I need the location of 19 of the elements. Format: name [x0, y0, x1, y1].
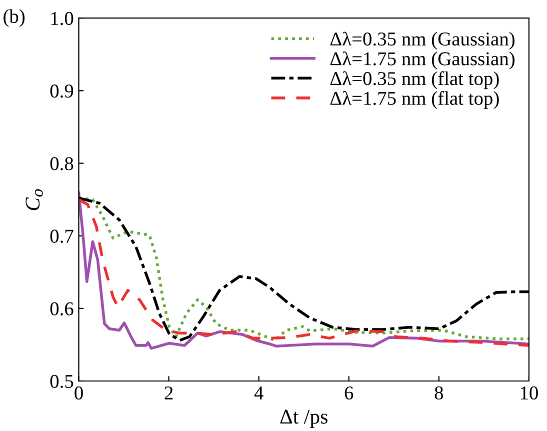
legend-label: Δλ=1.75 nm (flat top)	[330, 91, 499, 109]
x-tick-label: 8	[434, 386, 444, 400]
x-tick-label: 2	[164, 386, 173, 400]
x-tick-label: 6	[344, 386, 354, 400]
y-tick-label: 0.7	[50, 230, 74, 243]
y-tick-label: 0.5	[50, 374, 74, 388]
x-axis-title: Δt /ps	[280, 410, 328, 428]
x-tick-label: 0	[74, 386, 83, 400]
y-tick-label: 0.9	[50, 84, 74, 98]
y-axis-title: C$_{o}$	[26, 189, 43, 210]
y-tick-label: 1.0	[51, 12, 74, 26]
legend-label: Δλ=1.75 nm (Gaussian)	[330, 51, 514, 70]
x-tick-label: 4	[254, 386, 264, 400]
text: (b)	[4, 9, 25, 27]
x-tick-label: 10	[520, 386, 538, 400]
legend-label: Δλ=0.35 nm (flat top)	[330, 71, 499, 90]
y-tick-label: 0.6	[50, 302, 74, 316]
legend-label: Δλ=0.35 nm (Gaussian)	[330, 32, 514, 50]
y-tick-label: 0.8	[50, 157, 74, 170]
